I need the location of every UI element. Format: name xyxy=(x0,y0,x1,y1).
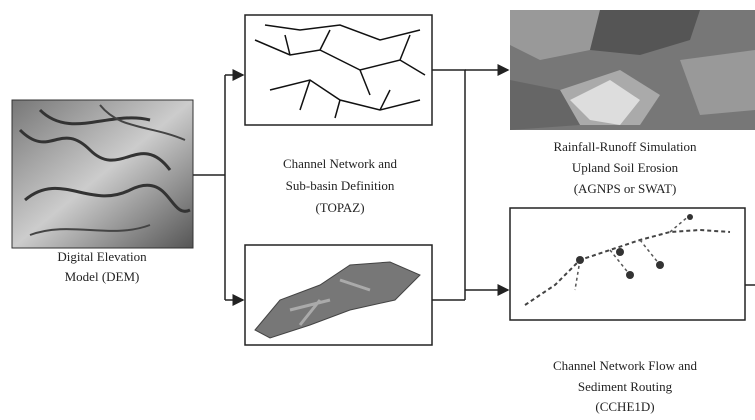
dem-image xyxy=(12,100,193,248)
node-label: Channel Network Flow and xyxy=(553,358,698,373)
node-label: Sediment Routing xyxy=(578,379,673,394)
runoff-image xyxy=(510,10,755,130)
node-label: Digital Elevation xyxy=(57,249,147,264)
subbasin-image xyxy=(245,245,432,345)
cche1d-image xyxy=(510,208,745,320)
diagram: Digital Elevation Model (DEM) Channel Ne… xyxy=(0,0,755,415)
node-label: Rainfall-Runoff Simulation xyxy=(553,139,697,154)
node-label: Channel Network and xyxy=(283,156,398,171)
node-label: Sub-basin Definition xyxy=(286,178,395,193)
node-label: Upland Soil Erosion xyxy=(572,160,679,175)
node-label: (AGNPS or SWAT) xyxy=(574,181,677,196)
node-label: Model (DEM) xyxy=(65,269,140,284)
node-label: (CCHE1D) xyxy=(595,399,654,414)
node-label: (TOPAZ) xyxy=(315,200,364,215)
topaz-image xyxy=(245,15,432,125)
